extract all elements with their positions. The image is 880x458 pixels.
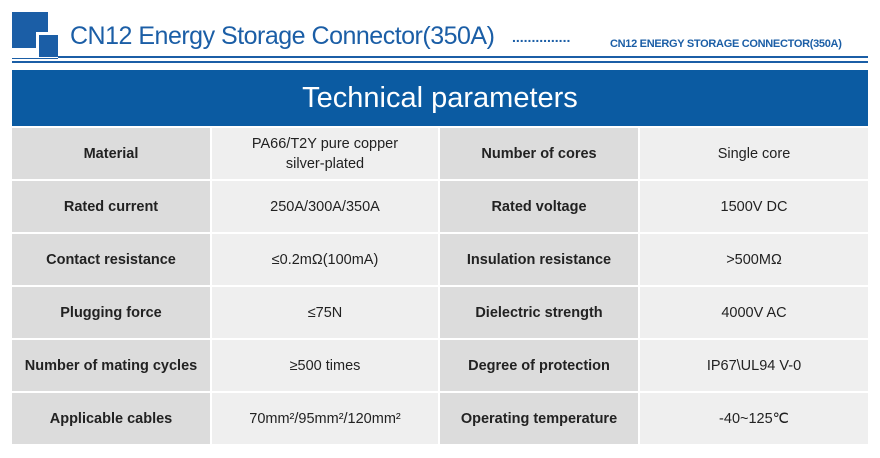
- param-value: PA66/T2Y pure copper silver-plated: [212, 128, 438, 179]
- param-value: IP67\UL94 V-0: [640, 340, 868, 391]
- param-name-text: Contact resistance: [46, 251, 176, 268]
- param-name-text: Rated current: [63, 198, 159, 215]
- table-row: Contact resistance ≤0.2mΩ(100mA) Insulatio…: [12, 234, 868, 285]
- param-value-text: -40~125℃: [719, 410, 789, 427]
- param-value-text: ≥500 times: [289, 357, 361, 374]
- param-name: Rated voltage: [440, 181, 638, 232]
- param-name: Operating temperature: [440, 393, 638, 444]
- table-row: Material PA66/T2Y pure copper silver-plat…: [12, 128, 868, 179]
- param-name: Applicable cables: [12, 393, 210, 444]
- param-name-text: Insulation resistance: [466, 251, 612, 268]
- page-title: CN12 Energy Storage Connector(350A): [70, 22, 495, 50]
- table-row: Number of mating cycles ≥500 times Degree …: [12, 340, 868, 391]
- dotted-leader: ...............: [512, 29, 571, 45]
- param-value-text: 70mm²/95mm²/120mm²: [249, 410, 401, 427]
- param-name-text: Degree of protection: [468, 357, 610, 374]
- logo-square-small: [39, 35, 58, 57]
- param-value-text: 4000V AC: [721, 304, 787, 321]
- page-subtitle: CN12 ENERGY STORAGE CONNECTOR(350A): [610, 38, 842, 50]
- parameters-table: Material PA66/T2Y pure copper silver-plat…: [12, 128, 868, 446]
- param-name: Plugging force: [12, 287, 210, 338]
- param-value-text: Single core: [717, 145, 791, 162]
- table-row: Rated current 250A/300A/350A Rated voltage…: [12, 181, 868, 232]
- param-value: 250A/300A/350A: [212, 181, 438, 232]
- divider: [58, 56, 868, 58]
- divider: [12, 58, 58, 59]
- param-name-text: Dielectric strength: [475, 304, 603, 321]
- param-name-text: Number of mating cycles: [24, 357, 198, 374]
- section-title: Technical parameters: [302, 81, 578, 114]
- param-value-text: 1500V DC: [720, 198, 788, 215]
- param-value: ≤75N: [212, 287, 438, 338]
- param-value-text: >500MΩ: [726, 251, 782, 268]
- param-value-text: IP67\UL94 V-0: [706, 357, 802, 374]
- param-name-text: Number of cores: [481, 145, 597, 162]
- param-value: -40~125℃: [640, 393, 868, 444]
- param-name-text: Plugging force: [60, 304, 162, 321]
- param-name-text: Rated voltage: [491, 198, 587, 215]
- param-value-text: ≤75N: [307, 304, 343, 321]
- param-name-text: Applicable cables: [49, 410, 173, 427]
- param-name: Insulation resistance: [440, 234, 638, 285]
- param-value-text: 250A/300A/350A: [270, 198, 380, 215]
- param-value: ≤0.2mΩ(100mA): [212, 234, 438, 285]
- param-value: 70mm²/95mm²/120mm²: [212, 393, 438, 444]
- param-name-text: Operating temperature: [460, 410, 618, 427]
- table-row: Applicable cables 70mm²/95mm²/120mm² Opera…: [12, 393, 868, 444]
- param-value: Single core: [640, 128, 868, 179]
- divider: [12, 61, 868, 63]
- param-name: Degree of protection: [440, 340, 638, 391]
- param-name: Dielectric strength: [440, 287, 638, 338]
- param-value: >500MΩ: [640, 234, 868, 285]
- param-value-text: PA66/T2Y pure copper silver-plated: [251, 135, 399, 172]
- param-name: Contact resistance: [12, 234, 210, 285]
- param-value: 1500V DC: [640, 181, 868, 232]
- param-value-text: ≤0.2mΩ(100mA): [271, 251, 379, 268]
- table-row: Plugging force ≤75N Dielectric strength 400…: [12, 287, 868, 338]
- param-name-text: Material: [83, 145, 139, 162]
- param-value: ≥500 times: [212, 340, 438, 391]
- param-value: 4000V AC: [640, 287, 868, 338]
- param-name: Number of cores: [440, 128, 638, 179]
- section-banner: Technical parameters: [12, 70, 868, 126]
- param-name: Number of mating cycles: [12, 340, 210, 391]
- param-name: Rated current: [12, 181, 210, 232]
- param-name: Material: [12, 128, 210, 179]
